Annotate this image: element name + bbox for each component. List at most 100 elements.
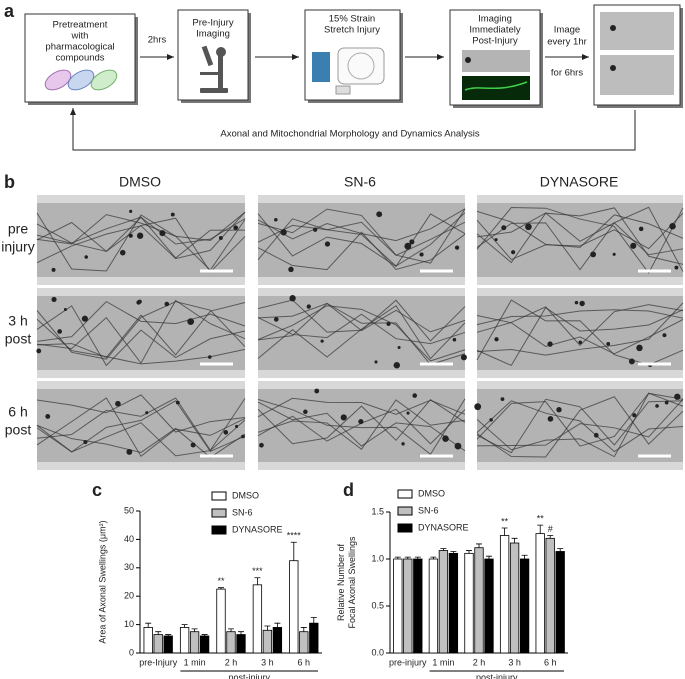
bar [464,552,474,654]
legend-swatch [211,525,227,535]
legend-label: SN-6 [232,507,253,517]
error-bar [310,617,317,624]
y-axis-label: Area of Axonal Swellings (μm²) [97,520,107,643]
step-text: Post-Injury [472,36,518,47]
cell [409,239,415,245]
axon [476,304,684,347]
y-axis-label: Focal Axonal Swellings [347,536,357,629]
feedback-text: Axonal and Mitochondrial Morphology and … [220,129,480,140]
axon [257,231,466,271]
bar [545,537,555,654]
step-text: Pretreatment [53,20,108,31]
cell [630,242,637,249]
cell [57,329,63,334]
micrograph [476,195,684,285]
axon [257,313,466,345]
cell [51,267,56,272]
cell [51,296,57,303]
cell [628,358,635,365]
x-tick-label: 1 min [184,657,206,667]
y-tick-label: 1.5 [371,506,384,516]
cell [306,304,311,309]
error-bar [394,556,401,559]
cell [115,400,121,407]
error-bar [404,556,411,559]
step-text: Immediately [469,25,520,36]
image-band [477,370,683,378]
group-label: post-injury [228,672,270,679]
cell [547,341,553,347]
bar [448,552,459,654]
axon [476,206,684,272]
cell [454,442,462,450]
image-band [477,462,683,470]
cell [374,360,378,364]
axon [476,396,684,458]
cell [273,317,279,322]
step-text: compounds [55,53,104,64]
panel-label: d [343,480,354,500]
error-bar [300,627,307,632]
image-band [477,195,683,203]
cell [500,397,505,401]
axon [36,397,246,457]
bar [474,547,484,654]
image-band [258,370,465,378]
cell [578,340,583,345]
significance-mark: ** [501,516,509,526]
bar [199,635,210,654]
cell [136,232,144,239]
image-band [37,381,245,389]
error-bar [557,548,564,552]
cell [218,235,223,240]
cell [63,308,67,312]
axon [36,394,246,433]
cell [376,211,383,218]
panel-label: b [4,172,15,192]
axon [476,398,684,447]
axon [257,399,466,445]
cell [241,434,245,439]
cell [320,339,324,343]
cell [489,418,493,422]
axon [257,221,466,256]
bar [484,558,494,654]
error-bar [450,551,457,554]
micrograph [474,381,684,470]
legend-swatch [397,489,413,499]
cell [190,442,196,448]
bar [393,558,403,654]
image-band [258,462,465,470]
image-band [37,288,245,296]
axon [476,207,684,265]
legend-swatch [211,491,227,501]
bar [535,533,545,654]
error-bar [537,524,544,534]
cell [358,418,364,425]
axon [257,401,466,452]
error-bar [476,543,482,548]
error-bar [264,625,271,631]
cell [36,348,42,354]
cell [288,266,294,273]
significance-mark: *** [252,566,263,576]
axon [36,216,246,259]
cell [655,404,659,408]
y-tick-label: 0.0 [371,647,384,657]
error-bar [274,622,281,628]
axon [476,398,684,454]
micrograph [257,381,466,470]
cell [474,403,482,411]
cell [274,217,278,222]
row-label: 3 h [8,313,27,329]
bar [555,551,565,654]
error-bar [511,537,518,544]
image-band [258,277,465,285]
step-text: Pre-Injury [192,18,233,29]
cell [126,448,133,455]
axon [36,301,246,360]
cell [233,225,239,231]
bar [428,558,439,654]
y-tick-label: 30 [124,562,134,572]
